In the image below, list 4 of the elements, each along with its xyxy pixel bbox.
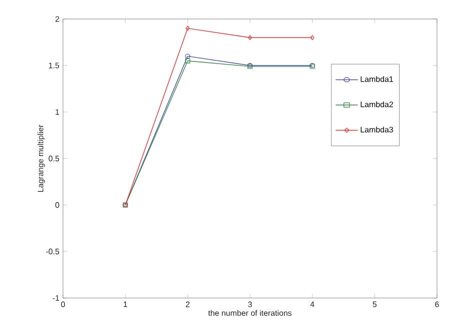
- point: [185, 54, 190, 59]
- point: [248, 35, 252, 40]
- point: [185, 58, 190, 64]
- point: [186, 26, 190, 31]
